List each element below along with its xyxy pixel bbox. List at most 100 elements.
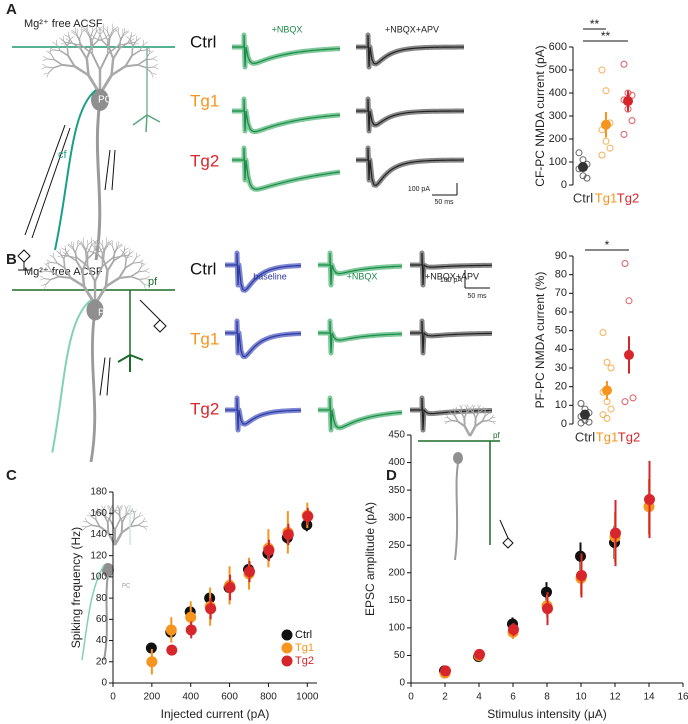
data-point	[644, 493, 655, 505]
axon	[454, 462, 459, 561]
dendrite	[67, 243, 73, 247]
dendrite	[444, 421, 448, 425]
dendrite	[81, 525, 87, 528]
dendrite	[117, 243, 123, 247]
x-tick-label: 12	[609, 692, 621, 703]
dendrite	[131, 46, 134, 56]
category-label: Ctrl	[575, 429, 595, 444]
data-point	[603, 358, 611, 366]
dendrite	[45, 279, 52, 285]
dendrite	[86, 265, 96, 282]
dendrite	[71, 42, 82, 46]
dendrite	[91, 53, 101, 71]
dendrite	[135, 254, 141, 258]
data-point	[606, 144, 614, 152]
dendrite	[81, 28, 87, 33]
mean	[580, 409, 590, 420]
dendrite	[123, 27, 125, 34]
trace-band	[232, 145, 341, 192]
dendrite	[113, 28, 119, 33]
dendrite	[42, 58, 48, 61]
data-point	[146, 656, 158, 668]
dendrite	[112, 47, 121, 60]
dendrite	[109, 505, 114, 512]
trace	[356, 34, 465, 68]
dendrite	[129, 250, 134, 254]
dendrite	[72, 249, 78, 259]
dendrite	[132, 261, 140, 264]
dendrite	[79, 47, 88, 60]
dendrite	[446, 414, 449, 418]
dendrite	[66, 46, 69, 56]
dendrite	[103, 514, 109, 523]
column-label: +NBQX	[272, 24, 303, 34]
dendrite	[94, 265, 104, 282]
data-point	[282, 528, 294, 540]
dendrite	[103, 245, 109, 252]
dendrite	[65, 250, 70, 257]
trace	[410, 397, 493, 431]
condition-label: Mg²⁺ free ACSF	[24, 18, 103, 30]
electrode	[106, 357, 111, 396]
dendrite	[60, 42, 66, 45]
dendrite	[146, 66, 154, 69]
dendrite	[447, 420, 453, 423]
electrode-symbol	[499, 519, 514, 549]
category-label: Tg1	[595, 190, 617, 205]
y-tick-label: 400	[549, 87, 567, 99]
y-tick-label: 60	[555, 306, 567, 318]
dendrite	[56, 262, 66, 269]
y-tick-label: 400	[388, 457, 405, 468]
legend-marker	[281, 655, 293, 667]
legend-marker	[281, 629, 293, 641]
y-tick-label: 20	[555, 381, 567, 393]
dendrite	[90, 251, 98, 255]
dendrite	[152, 58, 158, 61]
soma	[86, 299, 104, 321]
dendrite	[44, 283, 47, 289]
dendrite	[44, 278, 51, 280]
dendrite	[42, 63, 47, 68]
dendrite	[124, 259, 127, 269]
data-point	[302, 510, 314, 522]
dendrite	[97, 512, 104, 515]
y-tick-label: 180	[90, 487, 107, 498]
data-point	[607, 405, 615, 413]
dendrite	[52, 41, 57, 46]
dendrite	[92, 239, 99, 245]
column-label: +NBQX+APV	[385, 24, 439, 34]
data-point	[577, 419, 585, 427]
trace-band	[232, 96, 341, 135]
dendrite	[120, 522, 124, 533]
x-tick-label: 14	[643, 692, 655, 703]
data-point	[628, 117, 636, 125]
x-tick-label: 8	[544, 692, 550, 703]
dendrite	[107, 242, 113, 246]
dendrite	[145, 53, 150, 61]
dendrite	[124, 505, 127, 510]
dendrite	[84, 517, 88, 522]
trace	[356, 147, 465, 186]
x-axis-label: Injected current (pA)	[161, 707, 270, 721]
dendrite	[50, 53, 55, 61]
dendrite	[103, 27, 108, 32]
dendrite	[61, 247, 66, 251]
dendrite	[109, 31, 114, 39]
dendrite	[484, 413, 490, 417]
y-tick-label: 300	[549, 110, 567, 122]
dendrite	[105, 276, 120, 288]
dendrite	[139, 259, 144, 263]
dendrite	[450, 413, 456, 417]
dendrite	[488, 410, 491, 414]
y-tick-label: 350	[388, 485, 405, 496]
dendrite	[64, 34, 70, 38]
soma	[453, 452, 463, 464]
dendrite	[126, 505, 129, 510]
y-tick-label: 100	[90, 572, 107, 583]
data-point	[599, 329, 607, 337]
dendrite	[56, 250, 61, 254]
y-tick-label: 70	[555, 287, 567, 299]
dendrite	[103, 514, 111, 521]
dendrite	[107, 46, 115, 60]
dendrite	[75, 260, 84, 272]
